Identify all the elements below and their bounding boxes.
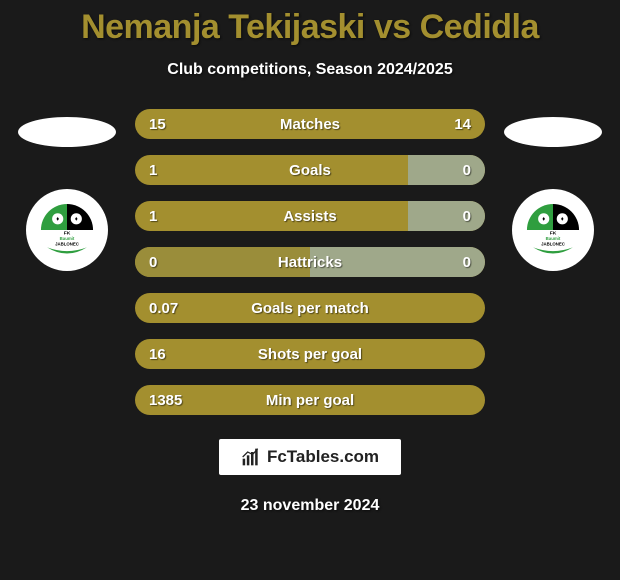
stat-bar: 1Assists0 <box>135 201 485 231</box>
svg-text:JABLONEC: JABLONEC <box>55 242 79 247</box>
stat-bar: 15Matches14 <box>135 109 485 139</box>
svg-text:Baumit: Baumit <box>546 236 561 241</box>
player-right-side: FK Baumit JABLONEC <box>503 109 603 271</box>
stat-label: Min per goal <box>135 392 485 409</box>
chart-icon <box>241 447 261 467</box>
stat-value-right: 0 <box>463 208 471 225</box>
player-left-club-badge: FK Baumit JABLONEC <box>26 189 108 271</box>
player-left-avatar-placeholder <box>18 117 116 147</box>
player-right-avatar-placeholder <box>504 117 602 147</box>
stat-label: Assists <box>135 208 485 225</box>
comparison-main: FK Baumit JABLONEC 15Matches14 1Goals0 1As… <box>0 109 620 415</box>
club-badge-icon: FK Baumit JABLONEC <box>522 199 584 261</box>
comparison-subtitle: Club competitions, Season 2024/2025 <box>0 61 620 79</box>
player-left-side: FK Baumit JABLONEC <box>17 109 117 271</box>
footer-brand[interactable]: FcTables.com <box>219 439 401 475</box>
stat-bar: 1385Min per goal <box>135 385 485 415</box>
stat-label: Matches <box>135 116 485 133</box>
stat-bar: 16Shots per goal <box>135 339 485 369</box>
stat-label: Shots per goal <box>135 346 485 363</box>
svg-text:Baumit: Baumit <box>60 236 75 241</box>
stat-value-right: 14 <box>454 116 471 133</box>
svg-text:JABLONEC: JABLONEC <box>541 242 565 247</box>
comparison-bars: 15Matches141Goals01Assists00Hattricks00.… <box>135 109 485 415</box>
comparison-title: Nemanja Tekijaski vs Cedidla <box>0 0 620 47</box>
player-right-club-badge: FK Baumit JABLONEC <box>512 189 594 271</box>
comparison-date: 23 november 2024 <box>0 497 620 515</box>
stat-label: Hattricks <box>135 254 485 271</box>
stat-bar: 0Hattricks0 <box>135 247 485 277</box>
footer-brand-wrap: FcTables.com <box>0 439 620 475</box>
stat-value-right: 0 <box>463 254 471 271</box>
footer-brand-text: FcTables.com <box>267 447 379 467</box>
stat-value-right: 0 <box>463 162 471 179</box>
stat-label: Goals <box>135 162 485 179</box>
stat-bar: 1Goals0 <box>135 155 485 185</box>
stat-label: Goals per match <box>135 300 485 317</box>
stat-bar: 0.07Goals per match <box>135 293 485 323</box>
club-badge-icon: FK Baumit JABLONEC <box>36 199 98 261</box>
